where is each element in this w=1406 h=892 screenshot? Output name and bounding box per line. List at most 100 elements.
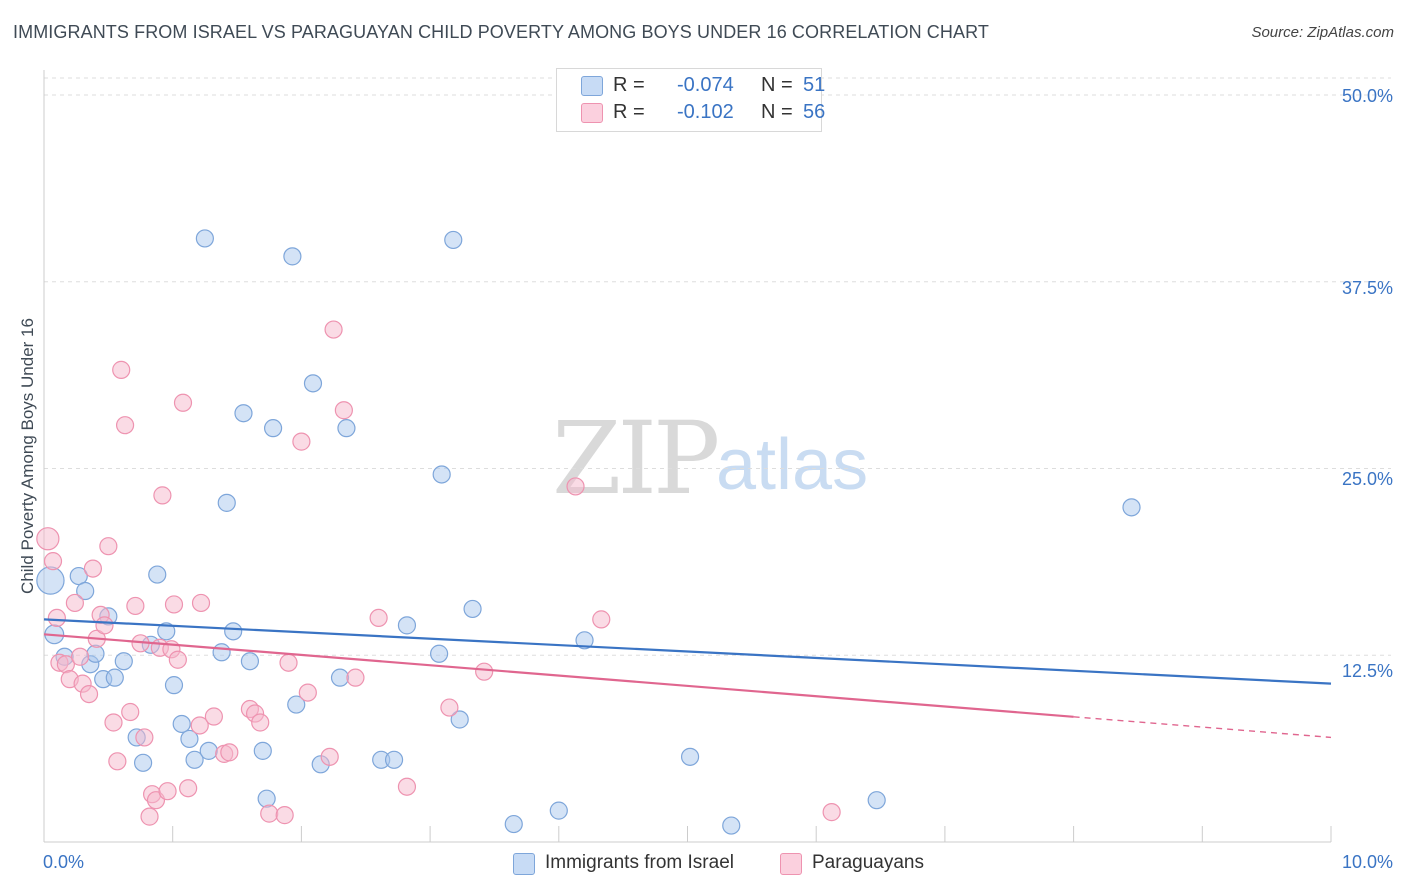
legend-n-value: 51	[803, 74, 826, 96]
data-point-israel	[105, 668, 124, 687]
data-point-israel	[450, 710, 469, 729]
data-point-paraguayans	[440, 698, 459, 717]
data-point-israel	[157, 622, 176, 641]
data-point-israel	[303, 374, 323, 393]
data-point-israel	[195, 229, 214, 248]
data-point-israel	[133, 753, 153, 772]
data-point-paraguayans	[204, 707, 223, 726]
data-point-israel	[504, 814, 523, 834]
data-point-israel	[234, 404, 253, 423]
data-point-israel	[444, 230, 463, 250]
data-point-paraguayans	[70, 647, 90, 666]
data-point-paraguayans	[83, 559, 103, 578]
data-point-israel	[337, 419, 356, 438]
data-point-paraguayans	[168, 650, 187, 669]
data-point-paraguayans	[324, 320, 343, 339]
y-tick-label-25: 25.0%	[1341, 469, 1393, 489]
data-point-paraguayans	[260, 804, 279, 823]
data-point-paraguayans	[346, 668, 365, 687]
data-point-paraguayans	[153, 486, 172, 505]
legend-n-value: 56	[803, 101, 826, 123]
data-point-israel	[224, 622, 243, 641]
data-point-israel	[114, 652, 133, 671]
data-point-paraguayans	[397, 777, 417, 796]
data-point-paraguayans	[190, 716, 209, 735]
x-tick-label-max: 10.0%	[1341, 852, 1393, 872]
source-credit: Source: ZipAtlas.com	[1251, 24, 1394, 41]
data-point-paraguayans	[292, 432, 311, 451]
data-point-paraguayans	[158, 782, 177, 801]
data-point-israel	[287, 695, 306, 714]
data-point-israel	[257, 789, 276, 808]
point-layer	[36, 229, 1141, 835]
data-point-israel	[199, 741, 218, 760]
data-point-israel	[180, 729, 199, 749]
data-point-israel	[283, 247, 302, 266]
data-point-israel	[217, 493, 236, 512]
watermark-atlas: atlas	[716, 425, 869, 505]
data-point-israel	[69, 566, 88, 586]
legend-r-value: -0.102	[677, 101, 734, 123]
data-point-paraguayans	[108, 752, 127, 771]
trend-line-israel	[43, 618, 1332, 685]
data-point-israel	[867, 791, 886, 810]
data-point-paraguayans	[126, 596, 145, 616]
legend-swatch-blue	[581, 76, 603, 96]
data-point-paraguayans	[47, 608, 66, 628]
data-point-paraguayans	[164, 595, 184, 614]
data-point-paraguayans	[121, 702, 140, 722]
correlation-legend: R = -0.074 N = 51 R = -0.102 N = 56	[556, 68, 826, 132]
data-point-israel	[463, 599, 482, 619]
data-point-paraguayans	[179, 779, 198, 798]
chart-title: IMMIGRANTS FROM ISRAEL VS PARAGUAYAN CHI…	[13, 22, 989, 42]
data-point-paraguayans	[79, 684, 99, 704]
data-point-israel	[330, 668, 350, 687]
data-point-paraguayans	[220, 743, 239, 762]
trend-line-paraguayans-extension	[1073, 716, 1332, 739]
data-point-israel	[430, 644, 449, 663]
legend-swatch-blue	[513, 853, 535, 875]
data-point-israel	[397, 616, 417, 635]
data-point-israel	[36, 566, 65, 595]
bottom-legend-label: Immigrants from Israel	[545, 852, 734, 873]
data-point-paraguayans	[298, 683, 317, 702]
data-point-paraguayans	[275, 806, 294, 825]
data-point-paraguayans	[95, 616, 114, 635]
legend-n-label: N =	[761, 101, 793, 123]
data-point-paraguayans	[112, 360, 131, 379]
data-point-paraguayans	[140, 807, 159, 826]
trend-line-paraguayans	[43, 633, 1074, 718]
legend-r-label: R =	[613, 74, 645, 96]
data-point-israel	[432, 465, 451, 484]
legend-n-label: N =	[761, 74, 793, 96]
data-point-israel	[185, 750, 204, 769]
data-point-israel	[76, 581, 95, 601]
data-point-paraguayans	[822, 803, 841, 822]
legend-r-value: -0.074	[677, 74, 734, 96]
data-point-paraguayans	[475, 662, 494, 681]
data-point-israel	[148, 565, 167, 584]
data-point-paraguayans	[320, 747, 339, 766]
data-point-israel	[253, 741, 272, 760]
trend-layer	[43, 618, 1332, 739]
legend-r-label: R =	[613, 101, 645, 123]
data-point-paraguayans	[36, 527, 60, 551]
data-point-paraguayans	[279, 653, 298, 672]
data-point-israel	[384, 750, 404, 769]
data-point-paraguayans	[135, 728, 154, 747]
data-point-paraguayans	[43, 552, 63, 571]
data-point-paraguayans	[173, 393, 193, 412]
data-point-paraguayans	[566, 477, 585, 496]
x-tick-label-min: 0.0%	[43, 852, 85, 872]
y-tick-label-37-5: 37.5%	[1341, 278, 1393, 298]
data-point-paraguayans	[369, 608, 388, 628]
data-point-paraguayans	[65, 593, 84, 613]
data-point-paraguayans	[191, 593, 211, 613]
data-point-israel	[1122, 498, 1141, 517]
data-point-israel	[575, 631, 594, 650]
data-point-israel	[549, 801, 568, 820]
data-point-israel	[172, 714, 191, 734]
data-point-israel	[164, 676, 184, 695]
data-point-paraguayans	[251, 713, 270, 732]
